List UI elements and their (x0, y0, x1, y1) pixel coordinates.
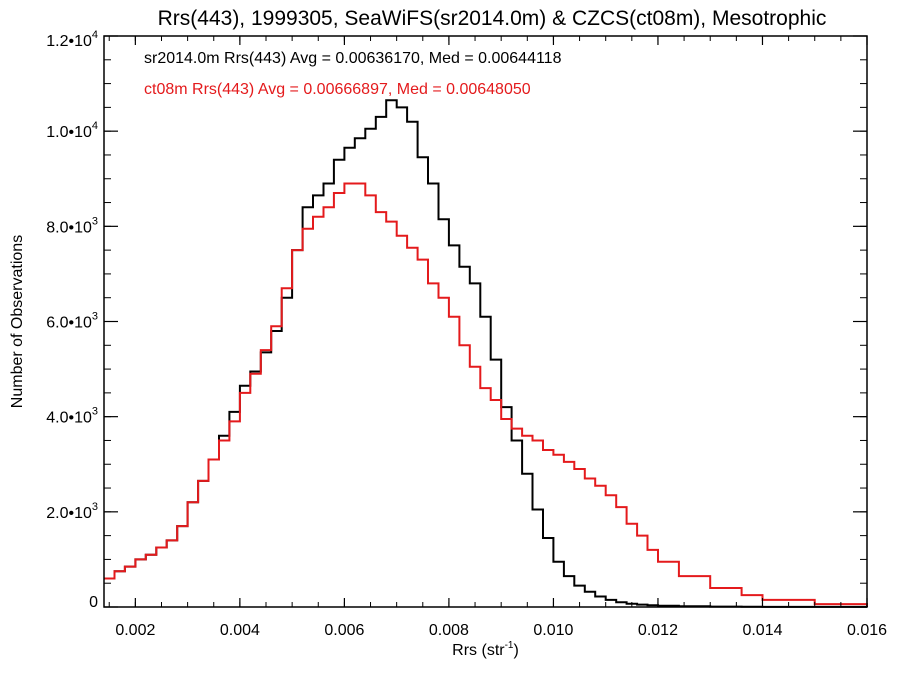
legend-entry-ct08m: ct08m Rrs(443) Avg = 0.00666897, Med = 0… (144, 81, 531, 98)
x-tick-label: 0.012 (638, 622, 678, 639)
series-line-sr2014.0m (104, 99, 868, 608)
y-axis-label: Number of Observations (9, 235, 26, 408)
plot-frame (103, 35, 868, 608)
axis-ticks: 0.002 0.004 0.006 0.008 0.010 0.012 0.014 0.016… (46, 29, 887, 639)
x-tick-label: 0.008 (429, 622, 469, 639)
legend: sr2014.0m Rrs(443) Avg = 0.00636170, Med… (144, 50, 562, 98)
x-tick-label: 0.002 (115, 622, 155, 639)
x-axis-label-tail: ) (514, 642, 519, 659)
y-tick-label: 2.0•103 (46, 501, 98, 522)
y-tick-label: 1.0•104 (46, 120, 98, 141)
y-tick-label: 4.0•103 (46, 406, 98, 427)
legend-entry-sr2014.0m: sr2014.0m Rrs(443) Avg = 0.00636170, Med… (144, 50, 562, 67)
x-axis-label-main: Rrs (str (452, 642, 505, 659)
x-axis-label-sup: -1 (505, 640, 514, 651)
y-tick-label: 1.2•104 (46, 29, 98, 50)
y-tick-label: 0 (89, 594, 98, 611)
plot-area (104, 99, 868, 608)
y-tick-label: 6.0•103 (46, 311, 98, 332)
x-tick-label: 0.010 (533, 622, 573, 639)
x-tick-label: 0.004 (220, 622, 260, 639)
x-tick-label: 0.014 (742, 622, 782, 639)
chart-title: Rrs(443), 1999305, SeaWiFS(sr2014.0m) & … (158, 7, 827, 30)
x-tick-label: 0.016 (847, 622, 887, 639)
x-axis-label: Rrs (str-1) (452, 640, 519, 659)
series-line-ct08m (104, 182, 868, 606)
x-tick-label: 0.006 (324, 622, 364, 639)
y-tick-label: 8.0•103 (46, 215, 98, 236)
